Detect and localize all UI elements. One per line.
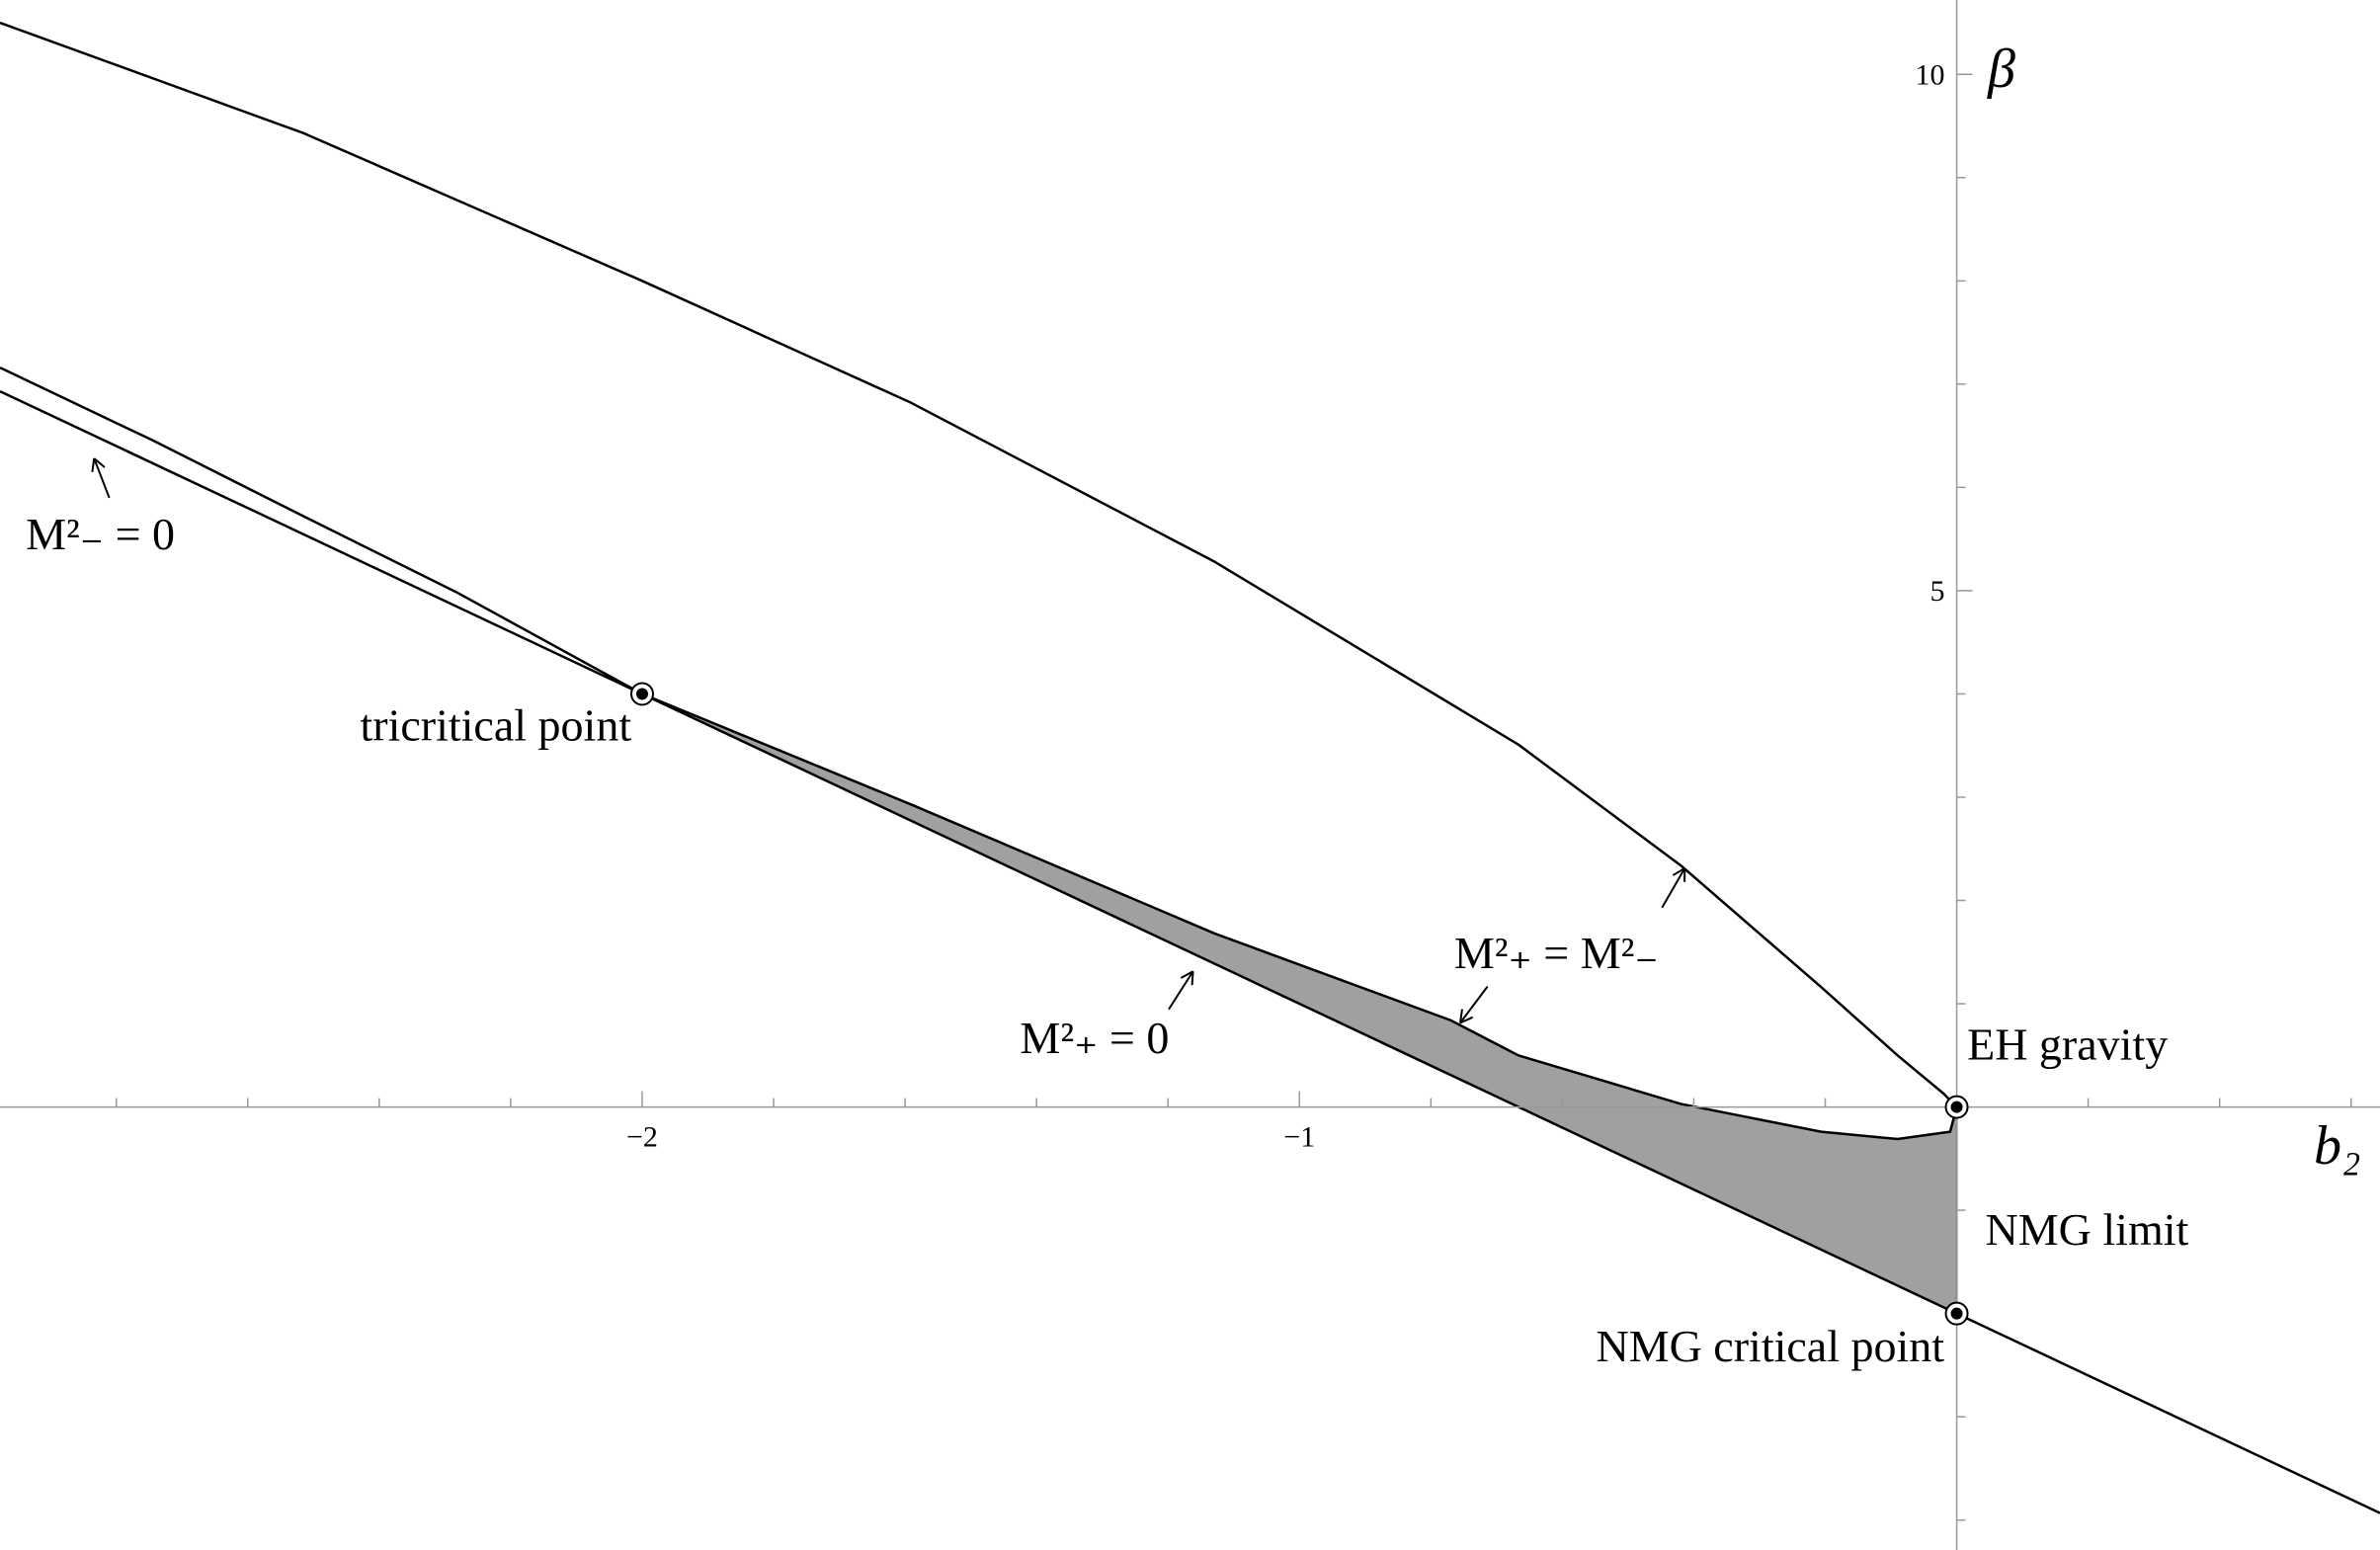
point-label: NMG critical point (1596, 1321, 1944, 1371)
arrow (1459, 986, 1489, 1024)
arrow (1661, 867, 1686, 909)
point (1950, 1307, 1963, 1320)
point (635, 688, 648, 700)
annotation: NMG limit (1986, 1204, 2189, 1255)
arrow-head (1458, 1009, 1463, 1023)
point-label: EH gravity (1967, 1019, 2168, 1069)
arrow-head (1180, 970, 1194, 979)
curve (0, 21, 1958, 1141)
arrow (93, 457, 111, 499)
arrow-head (1459, 1016, 1474, 1024)
y-tick-label: 5 (1930, 575, 1945, 608)
arrow-head (93, 457, 106, 468)
y-tick-label: 10 (1916, 58, 1945, 91)
arrow-head (1672, 866, 1685, 876)
x-tick-label: −1 (1283, 1121, 1315, 1154)
annotation: M²₋ = 0 (26, 509, 175, 559)
y-axis-label: β (1987, 39, 2015, 100)
arrow-head (91, 457, 96, 472)
arrow (1168, 970, 1194, 1011)
point-label: tricritical point (360, 700, 631, 751)
x-tick-label: −2 (626, 1121, 658, 1154)
annotation: M²₊ = 0 (1020, 1013, 1169, 1063)
annotation: M²₊ = M²₋ (1454, 928, 1659, 978)
x-axis-label: b₂ (2314, 1115, 2360, 1177)
arrow-head (1190, 971, 1194, 986)
curve (0, 389, 2380, 1514)
point (1950, 1101, 1963, 1113)
